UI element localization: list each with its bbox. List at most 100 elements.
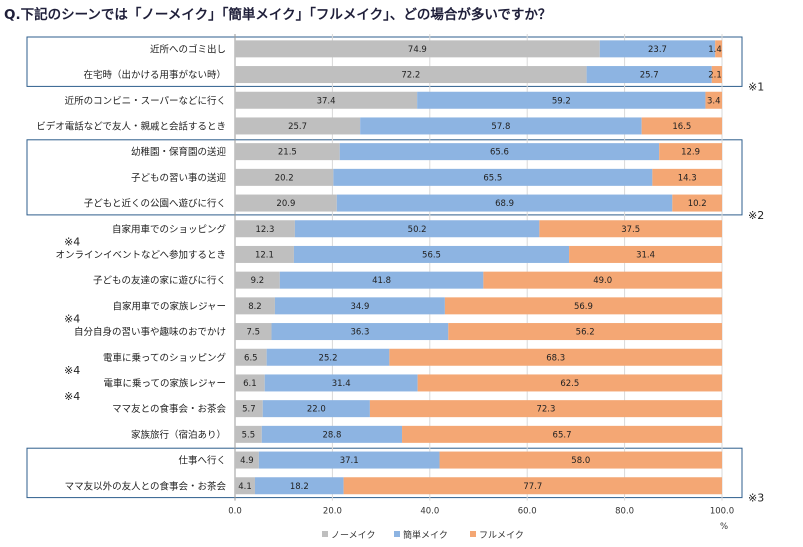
data-label: 50.2 (408, 225, 427, 235)
bar-segment (417, 374, 722, 392)
bar-segment (360, 117, 642, 135)
data-label: 18.2 (290, 482, 309, 492)
bar-segment (235, 66, 587, 84)
x-tick-label: 0.0 (228, 507, 242, 517)
bar-segment (444, 297, 722, 315)
bar-segment (539, 220, 722, 238)
data-label: 58.0 (571, 456, 590, 466)
data-label: 1.4 (708, 45, 722, 55)
bar-segment (336, 194, 673, 212)
legend-swatch (322, 531, 328, 537)
legend-swatch (470, 531, 476, 537)
bar-segment (569, 245, 722, 263)
bar-segment (264, 374, 418, 392)
data-label: 9.2 (251, 276, 265, 286)
legend-label: フルメイク (479, 530, 524, 541)
data-label: 74.9 (408, 45, 427, 55)
bar-segment (235, 374, 265, 392)
data-label: 5.7 (242, 405, 256, 415)
data-label: 65.6 (490, 148, 509, 158)
data-label: 77.7 (523, 482, 542, 492)
bar-segment (294, 220, 540, 238)
bar-segment (235, 245, 294, 263)
data-label: 57.8 (491, 122, 510, 132)
bar-segment (672, 194, 722, 212)
data-label: 56.9 (574, 302, 593, 312)
data-label: 5.5 (242, 430, 256, 440)
row-note: ※4 (64, 390, 80, 403)
bar-segment (705, 91, 722, 109)
data-label: 72.2 (401, 71, 420, 81)
data-label: 37.5 (621, 225, 640, 235)
category-label: 子どもと近くの公園へ遊びに行く (84, 198, 226, 210)
data-label: 6.5 (244, 353, 258, 363)
bar-segment (586, 66, 712, 84)
bar-segment (254, 477, 344, 495)
group-box (26, 36, 743, 87)
bar-segment (235, 40, 600, 58)
group-note: ※3 (748, 492, 764, 505)
x-tick-label: 40.0 (420, 507, 439, 517)
bar-segment (271, 323, 449, 341)
bar-segment (641, 117, 722, 135)
bar-segment (369, 400, 722, 418)
legend: ノーメイク 簡単メイク フルメイク (322, 529, 524, 541)
bar-segment (659, 143, 722, 161)
group-box (26, 139, 743, 216)
data-label: 12.1 (255, 250, 274, 260)
data-label: 41.8 (372, 276, 391, 286)
bar-segment (439, 451, 722, 469)
x-tick-label: 20.0 (323, 507, 342, 517)
axis-unit-label: % (720, 522, 728, 532)
category-label: 電車に乗っての家族レジャー (103, 377, 226, 389)
bar-segment (274, 297, 445, 315)
bar-segment (652, 168, 722, 186)
category-label: 在宅時（出かける用事がない時） (83, 69, 226, 81)
bar-segment (235, 425, 262, 443)
bar-segment (235, 400, 263, 418)
data-label: 12.3 (255, 225, 274, 235)
data-label: 37.4 (317, 96, 336, 106)
data-label: 31.4 (636, 250, 655, 260)
data-label: 21.5 (278, 148, 297, 158)
data-label: 72.3 (536, 405, 555, 415)
category-label: 子どもの友達の家に遊びに行く (93, 275, 226, 287)
bar-segment (235, 477, 255, 495)
bar-segment (261, 425, 403, 443)
category-label: ママ友との食事会・お茶会 (112, 403, 226, 415)
category-label: 電車に乗ってのショッピング (103, 352, 227, 364)
bar-segment (235, 194, 337, 212)
data-label: 31.4 (332, 379, 351, 389)
category-label: 仕事へ行く (178, 455, 226, 467)
data-label: 65.7 (553, 430, 572, 440)
category-label: 自分自身の習い事や趣味のおでかけ (74, 326, 226, 338)
bar-segment (339, 143, 660, 161)
x-tick-label: 60.0 (518, 507, 537, 517)
data-label: 20.9 (276, 199, 295, 209)
data-label: 7.5 (246, 328, 260, 338)
row-note: ※4 (64, 236, 80, 249)
category-label: 近所へのゴミ出し (150, 43, 226, 55)
x-tick-label: 100.0 (710, 507, 734, 517)
bar-segment (235, 220, 295, 238)
bar-segment (279, 271, 484, 289)
gridlines (234, 34, 723, 501)
bar-segment (293, 245, 570, 263)
chart-title: Q.下記のシーンでは「ノーメイク」「簡単メイク」「フルメイク」、どの場合が多いで… (4, 6, 551, 23)
group-box (26, 447, 743, 499)
bar-segment (235, 143, 340, 161)
data-label: 4.1 (238, 482, 252, 492)
data-label: 34.9 (350, 302, 369, 312)
bar-segment (333, 168, 653, 186)
data-label: 59.2 (552, 96, 571, 106)
data-label: 25.7 (288, 122, 307, 132)
bar-segment (417, 91, 706, 109)
bar-segment (235, 117, 361, 135)
group-boxes (26, 36, 743, 499)
legend-label: ノーメイク (331, 530, 375, 541)
legend-swatch (394, 531, 400, 537)
bar-segment (258, 451, 440, 469)
row-note: ※4 (64, 313, 80, 326)
category-label: ママ友以外の友人との食事会・お茶会 (65, 480, 227, 492)
